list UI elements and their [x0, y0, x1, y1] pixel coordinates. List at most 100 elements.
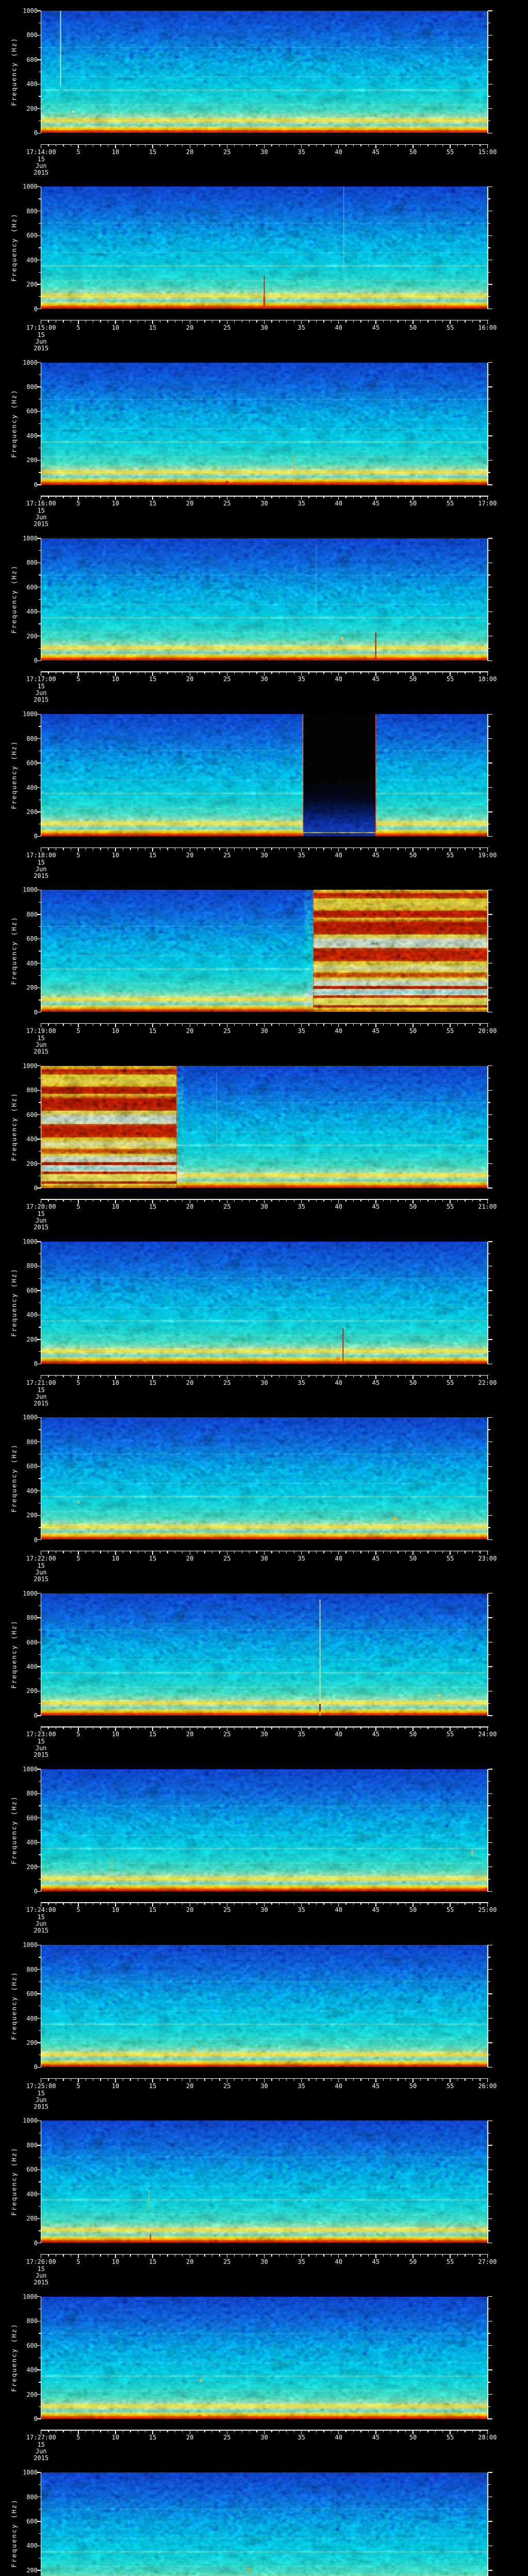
y-tick-major-left [37, 1891, 41, 1892]
y-tick-label: 200 [26, 1687, 38, 1695]
y-axis-line-right [487, 538, 488, 661]
x-tick-minor [308, 1199, 309, 1202]
x-tick-label: 10 [111, 2434, 120, 2442]
y-tick-major-left [37, 1065, 41, 1066]
x-tick-minor [360, 496, 361, 498]
date-line: 15 [37, 1034, 45, 1042]
y-tick-major-right [488, 1969, 492, 1970]
y-tick-major-left [37, 2218, 41, 2219]
x-tick-label: 20 [186, 1379, 194, 1386]
y-tick-label: 600 [26, 935, 38, 943]
x-tick-minor [420, 1903, 421, 1905]
y-tick-minor-left [39, 550, 41, 551]
x-tick-label: 55 [446, 1906, 454, 1914]
y-tick-label: 1000 [23, 183, 38, 191]
x-tick-minor [182, 320, 183, 323]
x-tick-minor [435, 1375, 436, 1378]
x-tick-major [301, 1903, 302, 1907]
x-tick-minor [353, 1375, 354, 1378]
y-tick-label: 200 [26, 1160, 38, 1167]
x-tick-minor [345, 1727, 346, 1729]
x-tick-label: 35 [298, 1554, 305, 1562]
x-tick-minor [100, 144, 101, 147]
y-tick-label: 1000 [23, 886, 38, 894]
x-tick-label: 10 [111, 1731, 120, 1738]
y-tick-minor-left [39, 2206, 41, 2207]
y-tick-minor-left [39, 247, 41, 248]
x-tick-minor [316, 2430, 317, 2433]
y-axis-line-right [487, 1593, 488, 1716]
y-tick-label: 400 [26, 1663, 38, 1670]
x-tick-minor [457, 1375, 458, 1378]
x-tick-minor [331, 2430, 332, 2433]
y-tick-major-left [37, 2345, 41, 2346]
x-tick-label: 35 [298, 1203, 305, 1211]
y-tick-major-right [488, 2345, 492, 2346]
y-tick-major-right [488, 2042, 492, 2043]
x-tick-label: 45 [372, 675, 380, 683]
x-tick-label: 15 [148, 148, 157, 156]
spectrogram-panel: Frequency (Hz) 1000 800 600 400 200 0 17:21:00… [0, 1231, 528, 1407]
y-tick-label: 800 [26, 1262, 38, 1270]
x-tick-minor [427, 1727, 428, 1729]
x-tick-label: 15 [148, 851, 157, 859]
x-tick-major [115, 2079, 116, 2083]
x-tick-major [487, 320, 488, 325]
x-tick-major [487, 1727, 488, 1731]
event-dot [77, 1501, 80, 1504]
x-tick-label: 10 [111, 675, 120, 683]
x-tick-minor [405, 2079, 406, 2081]
x-tick-label: 30 [260, 1731, 268, 1738]
y-axis-title: Frequency (Hz) [10, 740, 18, 809]
noise-blotch [41, 890, 487, 1012]
x-tick-major [375, 1727, 376, 1731]
x-tick-label: 35 [298, 851, 305, 859]
x-tick-minor [427, 144, 428, 147]
x-tick-minor [204, 1903, 205, 1905]
y-tick-minor-right [488, 999, 490, 1001]
x-tick-minor [271, 2255, 272, 2257]
x-tick-major [152, 2079, 153, 2083]
x-tick-label: 25 [223, 851, 231, 859]
x-tick-label: 35 [298, 2082, 305, 2090]
x-tick-major [115, 1903, 116, 1907]
x-tick-major [375, 320, 376, 325]
y-axis-line-right [487, 1242, 488, 1365]
x-tick-minor [204, 2255, 205, 2257]
x-tick-minor [442, 2255, 443, 2257]
x-tick-major [338, 1199, 339, 1204]
x-tick-label: 25 [223, 2082, 231, 2090]
y-tick-major-right [488, 787, 492, 788]
x-tick-minor [323, 496, 324, 498]
x-start-time-label: 17:27:00 [26, 2434, 56, 2442]
y-tick-label: 800 [26, 1438, 38, 1446]
x-tick-label: 15 [148, 1379, 157, 1386]
x-tick-minor [353, 672, 354, 674]
spectrogram-panel: Frequency (Hz) 1000 800 600 400 200 0 17:16:00… [0, 351, 528, 528]
x-tick-major [115, 1199, 116, 1204]
x-tick-label: 45 [372, 500, 380, 507]
x-tick-minor [100, 848, 101, 850]
x-tick-major [301, 1375, 302, 1379]
noise-blotch [41, 538, 487, 660]
x-tick-minor [234, 2079, 235, 2081]
date-line: 2015 [34, 1927, 49, 1935]
x-tick-minor [256, 320, 257, 323]
x-tick-minor [442, 1199, 443, 1202]
x-tick-minor [427, 2079, 428, 2081]
event-vline [92, 2222, 94, 2232]
y-tick-label: 200 [26, 2215, 38, 2223]
x-tick-minor [308, 320, 309, 323]
x-tick-minor [271, 1551, 272, 1553]
x-tick-minor [182, 1903, 183, 1905]
y-tick-minor-right [488, 2509, 490, 2510]
x-tick-minor [345, 320, 346, 323]
x-tick-minor [286, 320, 287, 323]
y-tick-major-right [488, 811, 492, 812]
x-tick-minor [308, 848, 309, 850]
y-tick-major-right [488, 460, 492, 461]
spectrogram-panel: Frequency (Hz) 1000 800 600 400 200 0 17:23:00… [0, 1582, 528, 1758]
x-tick-label: 15 [148, 1731, 157, 1738]
y-tick-minor-left [39, 1654, 41, 1655]
date-line: 15 [37, 1386, 45, 1394]
